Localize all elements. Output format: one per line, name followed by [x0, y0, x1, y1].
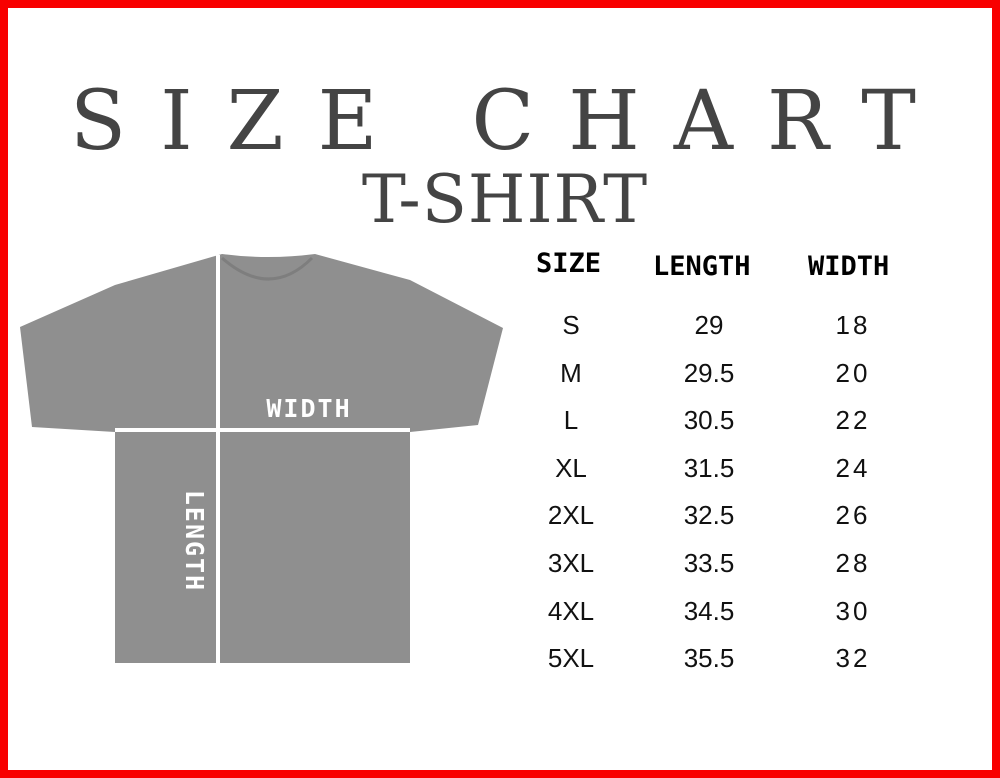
neckline — [221, 256, 314, 281]
cell-size: 3XL — [547, 548, 595, 578]
cell-length: 29 — [694, 310, 724, 340]
cell-length: 32.5 — [683, 500, 735, 531]
cell-width: 18 — [835, 310, 871, 340]
cell-size: S — [562, 310, 580, 340]
header-length: LENGTH — [653, 251, 751, 282]
cell-size: 4XL — [547, 595, 595, 626]
cell-width: 32 — [835, 643, 871, 674]
cell-size: 5XL — [547, 643, 595, 674]
cell-size: XL — [555, 452, 587, 483]
cell-length: 33.5 — [683, 548, 735, 578]
header-size: SIZE — [536, 248, 602, 279]
header-width: WIDTH — [808, 251, 890, 282]
cell-width: 22 — [835, 405, 871, 436]
cell-size: M — [560, 357, 582, 388]
cell-length: 30.5 — [683, 405, 735, 436]
cell-width: 24 — [835, 452, 871, 483]
page-title: SIZE CHART — [70, 74, 950, 169]
width-label: WIDTH — [266, 394, 351, 423]
page-subtitle: T-SHIRT — [361, 161, 649, 238]
cell-width: 28 — [835, 548, 871, 578]
cell-length: 29.5 — [683, 357, 735, 388]
length-label: LENGTH — [180, 490, 209, 592]
cell-size: L — [563, 405, 579, 436]
cell-length: 34.5 — [683, 595, 735, 626]
cell-width: 26 — [835, 500, 871, 531]
cell-size: 2XL — [547, 500, 595, 531]
cell-length: 35.5 — [683, 643, 735, 674]
cell-width: 30 — [835, 595, 871, 626]
cell-length: 31.5 — [683, 452, 735, 483]
tshirt-shape — [20, 254, 503, 663]
cell-width: 20 — [835, 357, 871, 388]
